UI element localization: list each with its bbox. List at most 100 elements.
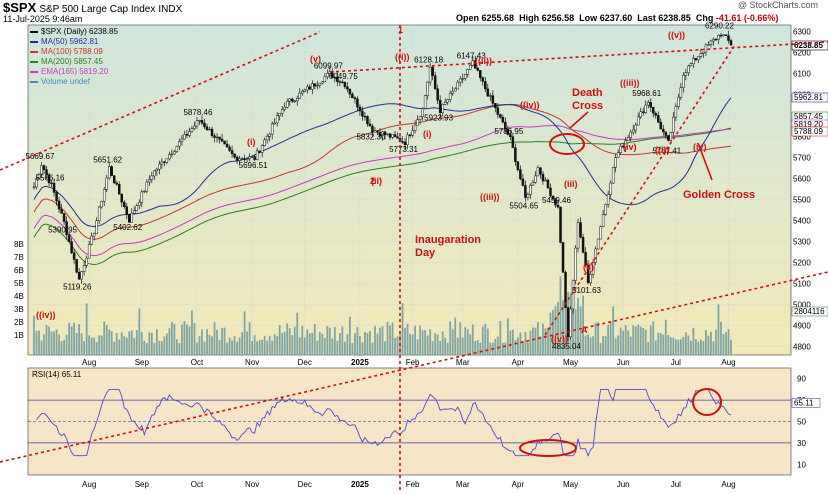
x-tick-label: 2025 bbox=[351, 358, 369, 367]
volume-bar bbox=[657, 332, 660, 355]
y-tick-label: 5500 bbox=[793, 195, 811, 204]
volume-bar bbox=[494, 338, 497, 355]
candle-body bbox=[40, 165, 43, 175]
volume-tick-label: 6B bbox=[14, 266, 24, 275]
volume-bar bbox=[684, 332, 687, 355]
candle-body bbox=[649, 102, 653, 108]
volume-bar bbox=[712, 341, 715, 355]
candle-body bbox=[418, 116, 422, 120]
rsi-bottom-circle bbox=[519, 439, 577, 457]
candle-body bbox=[245, 158, 249, 160]
volume-bar bbox=[53, 331, 55, 355]
volume-bar bbox=[720, 322, 722, 355]
volume-bar bbox=[150, 332, 153, 355]
axis-tag-label: 5857.45 bbox=[794, 112, 823, 121]
volume-bar bbox=[316, 340, 319, 355]
volume-bar bbox=[534, 327, 537, 355]
volume-bar bbox=[276, 336, 279, 355]
credit-label[interactable]: @ StockCharts.com bbox=[737, 0, 818, 10]
wave-label: ((i)) bbox=[395, 52, 410, 62]
volume-bar bbox=[191, 310, 193, 355]
candle-body bbox=[205, 126, 209, 130]
candle-body bbox=[441, 103, 444, 114]
x-tick-label: May bbox=[563, 358, 578, 367]
axis-tag-label: 5819.20 bbox=[794, 120, 823, 129]
legend-label: Volume undef bbox=[41, 77, 90, 86]
rsi-x-tick-label: Jul bbox=[671, 480, 681, 489]
candle-body bbox=[596, 238, 600, 250]
volume-bar bbox=[504, 342, 507, 355]
volume-bar bbox=[632, 325, 635, 355]
volume-bar bbox=[165, 333, 168, 355]
candle-body bbox=[471, 60, 475, 66]
volume-bar bbox=[406, 323, 409, 355]
candle-body bbox=[348, 88, 352, 95]
volume-bar bbox=[474, 340, 477, 355]
candle-body bbox=[481, 77, 485, 82]
x-tick-label: Oct bbox=[191, 358, 204, 367]
legend-swatch bbox=[30, 30, 38, 33]
volume-bar bbox=[391, 322, 394, 355]
candle-body bbox=[253, 156, 256, 160]
volume-bar bbox=[426, 335, 429, 355]
candle-body bbox=[717, 34, 720, 40]
candle-body bbox=[283, 106, 286, 110]
volume-bar bbox=[479, 342, 482, 355]
volume-bar bbox=[303, 337, 306, 355]
volume-bar bbox=[70, 326, 73, 355]
candle-body bbox=[386, 133, 389, 135]
volume-bar bbox=[313, 323, 316, 355]
volume-bar bbox=[193, 322, 196, 355]
volume-bar bbox=[105, 325, 108, 355]
volume-bar bbox=[201, 329, 203, 355]
volume-bar bbox=[251, 341, 254, 355]
death-cross-circle bbox=[549, 133, 585, 155]
x-tick-label: Feb bbox=[406, 358, 420, 367]
y-tick-label: 6100 bbox=[793, 69, 811, 78]
legend-swatch bbox=[30, 60, 38, 63]
low-label: Low bbox=[579, 13, 598, 23]
price-label: 5669.67 bbox=[26, 152, 55, 161]
candle-body bbox=[489, 95, 492, 97]
volume-bar bbox=[120, 332, 123, 355]
volume-bar bbox=[509, 330, 512, 355]
volume-bar bbox=[401, 303, 404, 355]
candle-body bbox=[629, 131, 632, 138]
candle-body bbox=[200, 120, 204, 124]
volume-bar bbox=[597, 322, 600, 355]
candle-body bbox=[403, 141, 407, 145]
candle-body bbox=[692, 58, 695, 65]
candle-body bbox=[366, 116, 369, 125]
y-tick-label: 4900 bbox=[793, 322, 811, 331]
candle-body bbox=[368, 123, 372, 127]
volume-bar bbox=[589, 337, 592, 355]
price-label: 5923.93 bbox=[424, 113, 453, 122]
ema165-line bbox=[33, 125, 732, 257]
candle-body bbox=[275, 115, 279, 124]
x-tick-label: Aug bbox=[82, 358, 96, 367]
volume-bar bbox=[381, 326, 384, 355]
candle-body bbox=[654, 112, 658, 116]
candle-body bbox=[443, 101, 447, 105]
candle-body bbox=[451, 90, 454, 94]
axis-tag-box bbox=[791, 126, 828, 137]
volume-bar bbox=[587, 334, 589, 355]
candle-body bbox=[77, 271, 81, 280]
volume-bar bbox=[173, 323, 176, 355]
candle-body bbox=[343, 82, 347, 88]
chg-label: Chg bbox=[695, 13, 714, 23]
wave-label: ((iv)) bbox=[520, 100, 540, 110]
axis-tag-label: 6238.85 bbox=[794, 41, 823, 50]
volume-bar bbox=[376, 333, 379, 355]
volume-bar bbox=[446, 342, 449, 355]
candle-body bbox=[155, 168, 159, 171]
timestamp: 11-Jul-2025 9:46am bbox=[3, 14, 83, 24]
candle-body bbox=[551, 195, 555, 199]
volume-bar bbox=[652, 321, 655, 355]
volume-bar bbox=[444, 337, 447, 355]
legend-label: MA(200) 5857.45 bbox=[41, 57, 103, 66]
candle-body bbox=[376, 130, 379, 133]
volume-bar bbox=[519, 332, 522, 355]
volume-bar bbox=[170, 321, 173, 355]
volume-tick-label: 7B bbox=[14, 253, 24, 262]
